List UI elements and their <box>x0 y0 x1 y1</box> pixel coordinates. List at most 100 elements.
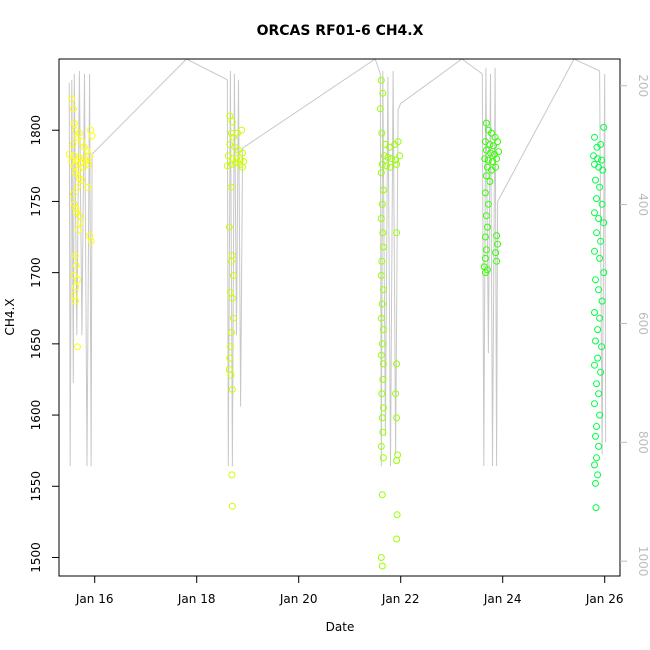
data-point <box>378 562 386 570</box>
x-axis-label: Date <box>326 620 355 634</box>
data-point <box>593 195 600 203</box>
data-point <box>592 479 599 487</box>
data-point <box>591 209 598 217</box>
data-point <box>592 337 599 345</box>
data-point <box>481 233 489 241</box>
data-point <box>387 163 394 171</box>
y-tick-label: 1650 <box>29 329 43 360</box>
data-point <box>227 329 235 336</box>
data-point <box>593 423 600 430</box>
data-point <box>594 326 602 334</box>
data-point <box>223 162 231 170</box>
data-point <box>238 126 246 134</box>
data-point <box>597 141 605 148</box>
data-point <box>493 257 501 265</box>
data-point <box>591 133 598 141</box>
data-point <box>239 149 247 157</box>
y2-axis: 200 400 600 800 1000 <box>620 74 650 576</box>
data-point <box>493 232 501 240</box>
data-point <box>388 155 395 163</box>
data-point <box>394 451 402 459</box>
data-point <box>393 360 401 368</box>
data-point <box>594 155 602 163</box>
data-point <box>483 223 491 231</box>
data-point <box>593 454 600 462</box>
data-point <box>73 343 81 351</box>
data-point <box>379 89 387 97</box>
x-axis: Jan 16 Jan 18 Jan 20 Jan 22 Jan 24 Jan 26 <box>75 576 623 606</box>
data-point <box>227 371 235 379</box>
data-point <box>392 156 400 164</box>
chart-title: ORCAS RF01-6 CH4.X <box>257 23 424 39</box>
data-point <box>592 504 600 512</box>
data-point <box>228 471 236 479</box>
data-point <box>227 257 235 265</box>
data-point <box>87 126 95 134</box>
y2-tick-label: 600 <box>636 312 650 335</box>
data-point <box>76 219 84 227</box>
data-point <box>379 360 387 368</box>
data-point <box>591 361 598 369</box>
data-point <box>493 155 501 163</box>
x-tick-label: Jan 20 <box>279 592 318 606</box>
data-point <box>225 223 233 231</box>
data-point <box>378 200 386 208</box>
data-point <box>71 297 79 305</box>
data-point <box>377 442 385 450</box>
pressure-trace-line <box>68 58 607 467</box>
y-axis: 1500 1550 1600 1650 1700 1750 1800 <box>29 115 59 573</box>
data-point <box>394 138 402 146</box>
data-point <box>377 314 385 322</box>
data-point <box>226 343 234 351</box>
data-point <box>234 129 241 137</box>
data-point <box>72 262 80 269</box>
data-point <box>380 152 388 160</box>
data-point <box>488 129 495 137</box>
data-point <box>71 252 79 259</box>
data-point <box>69 105 77 113</box>
data-point <box>379 186 387 194</box>
data-point <box>379 376 387 383</box>
data-point <box>596 411 604 419</box>
data-point <box>378 340 386 348</box>
data-point <box>597 368 605 376</box>
data-point <box>384 153 392 161</box>
data-point <box>600 219 608 227</box>
data-point <box>229 314 237 322</box>
data-point <box>393 229 401 237</box>
data-point <box>378 414 386 422</box>
pressure-trace <box>68 58 607 467</box>
y-tick-label: 1550 <box>29 471 43 502</box>
data-point <box>72 205 80 212</box>
data-point <box>228 118 236 126</box>
data-point <box>69 141 77 148</box>
data-point <box>393 535 401 543</box>
data-point <box>595 286 603 294</box>
y2-tick-label: 400 <box>636 193 650 216</box>
x-tick-label: Jan 22 <box>381 592 420 606</box>
data-point <box>492 163 500 171</box>
data-point <box>598 200 606 208</box>
y-axis-label: CH4.X <box>3 298 17 335</box>
y-tick-label: 1800 <box>29 115 43 146</box>
data-point <box>227 160 235 168</box>
data-point <box>87 237 95 245</box>
data-point <box>590 152 597 160</box>
data-point <box>73 276 81 284</box>
data-point <box>226 354 234 362</box>
data-point <box>592 176 599 184</box>
data-point <box>386 143 393 151</box>
data-point <box>598 156 606 164</box>
data-point <box>229 133 237 141</box>
data-point <box>596 254 604 262</box>
data-point <box>377 272 385 279</box>
data-point <box>83 146 91 154</box>
data-point <box>482 246 490 254</box>
data-point <box>379 243 387 251</box>
data-point <box>378 257 386 265</box>
data-points <box>65 76 608 570</box>
data-point <box>377 351 385 359</box>
data-point <box>73 183 81 191</box>
data-point <box>379 428 387 436</box>
data-point <box>75 175 83 183</box>
